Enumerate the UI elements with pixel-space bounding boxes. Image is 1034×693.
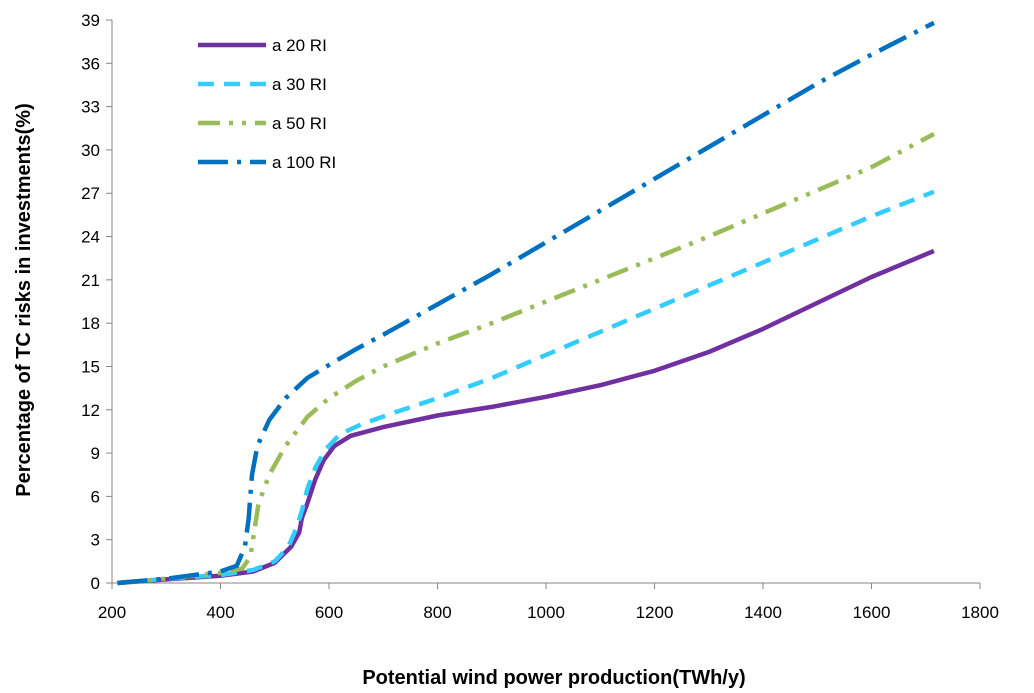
y-tick-label: 9 (91, 444, 100, 463)
series-line-2 (117, 189, 935, 586)
x-tick-label: 400 (206, 603, 234, 622)
legend: a 20 RI a 30 RI a 50 RI a 100 RI (198, 36, 336, 172)
legend-label-1: a 20 RI (272, 36, 327, 55)
x-tick-label: 1800 (961, 603, 999, 622)
legend-label-4: a 100 RI (272, 153, 336, 172)
y-tick-label: 36 (81, 54, 100, 73)
y-tick-label: 6 (91, 487, 100, 506)
series-line-1 (117, 248, 935, 586)
x-tick-label: 1400 (744, 603, 782, 622)
y-axis-title: Percentage of TC risks in investments(%) (13, 103, 35, 496)
y-tick-label: 27 (81, 184, 100, 203)
y-tick-label: 21 (81, 271, 100, 290)
x-axis-title: Potential wind power production(TWh/y) (362, 667, 745, 689)
series-line-4 (117, 20, 935, 586)
x-tick-label: 600 (315, 603, 343, 622)
legend-label-3: a 50 RI (272, 114, 327, 133)
y-tick-label: 18 (81, 314, 100, 333)
x-tick-label: 1200 (636, 603, 674, 622)
y-tick-label: 15 (81, 357, 100, 376)
y-tick-label: 0 (91, 574, 100, 593)
legend-label-2: a 30 RI (272, 75, 327, 94)
x-tick-label: 200 (98, 603, 126, 622)
x-tick-label: 800 (423, 603, 451, 622)
y-tick-label: 39 (81, 11, 100, 30)
y-tick-label: 24 (81, 228, 100, 247)
series-line-3 (117, 132, 935, 586)
x-tick-label: 1000 (527, 603, 565, 622)
series-layer (117, 20, 935, 586)
y-tick-label: 30 (81, 141, 100, 160)
y-tick-label: 33 (81, 98, 100, 117)
y-tick-label: 3 (91, 531, 100, 550)
y-tick-label: 12 (81, 401, 100, 420)
x-tick-label: 1600 (853, 603, 891, 622)
x-axis-ticks: 200 400 600 800 1000 1200 1400 1600 1800 (98, 583, 999, 622)
